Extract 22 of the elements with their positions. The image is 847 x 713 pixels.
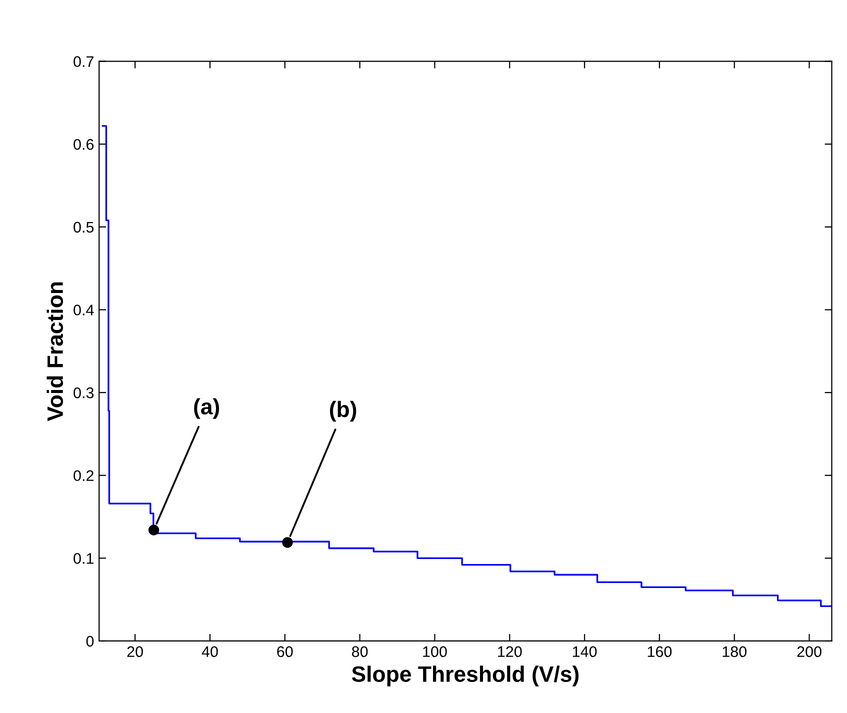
- x-tick-label: 100: [423, 646, 447, 658]
- x-axis-title: Slope Threshold (V/s): [352, 666, 579, 686]
- x-tick-label: 140: [572, 646, 597, 658]
- y-axis-title: Void Fraction: [46, 282, 64, 422]
- y-tick-label: 0.2: [74, 470, 94, 482]
- x-tick-label: 200: [797, 646, 822, 658]
- x-tick-label: 40: [202, 646, 218, 658]
- x-tick-label: 180: [722, 646, 747, 658]
- x-tick-label: 20: [127, 646, 143, 658]
- y-tick-label: 0.1: [74, 553, 94, 564]
- annotation: (a): [194, 398, 220, 419]
- y-tick-label: 0.4: [74, 304, 94, 316]
- x-tick-label: 60: [277, 646, 293, 658]
- annotation: (b): [330, 400, 356, 422]
- y-tick-label: 0.3: [74, 387, 94, 398]
- x-tick-label: 160: [648, 646, 672, 658]
- y-tick-label: 0.5: [74, 222, 94, 233]
- y-tick-label: 0.7: [74, 56, 94, 68]
- y-tick-label: 0.6: [74, 138, 94, 150]
- x-tick-label: 80: [352, 646, 368, 658]
- x-tick-label: 120: [498, 646, 522, 658]
- y-tick-label: 0: [86, 636, 94, 647]
